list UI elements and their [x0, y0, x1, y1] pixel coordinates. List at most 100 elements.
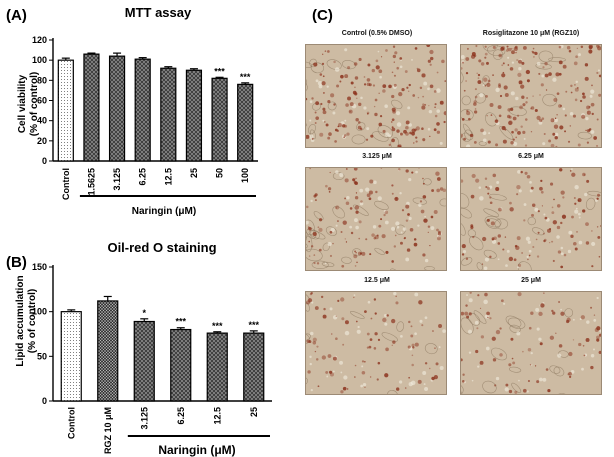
cell-outline: [564, 308, 574, 318]
lipid-droplet: [471, 54, 476, 59]
cell-outline: [482, 45, 498, 52]
lipid-droplet: [466, 315, 469, 319]
lipid-droplet: [396, 66, 399, 70]
lipid-droplet: [539, 94, 541, 96]
lipid-droplet: [355, 210, 359, 214]
lipid-droplet: [401, 209, 405, 212]
lipid-droplet: [368, 190, 373, 195]
lipid-droplet: [489, 201, 493, 205]
lipid-droplet: [381, 234, 386, 239]
lipid-droplet: [516, 193, 519, 196]
cell-highlight: [593, 348, 595, 351]
lipid-droplet: [479, 360, 484, 365]
cell-highlight: [593, 319, 597, 322]
lipid-droplet: [499, 327, 502, 330]
lipid-droplet: [527, 258, 529, 261]
lipid-droplet: [393, 61, 395, 63]
cell-highlight: [330, 227, 335, 233]
lipid-droplet: [490, 221, 495, 226]
lipid-droplet: [341, 264, 345, 268]
lipid-droplet: [370, 317, 373, 320]
lipid-droplet: [579, 99, 583, 103]
lipid-droplet: [534, 108, 538, 113]
lipid-droplet: [333, 60, 336, 64]
micrograph-background: [306, 168, 446, 270]
cell-highlight: [502, 302, 506, 305]
cell-highlight: [536, 61, 541, 66]
lipid-droplet: [310, 245, 314, 248]
cell-outline: [489, 193, 507, 201]
x-tick-label: Control: [61, 168, 71, 200]
lipid-droplet: [501, 46, 506, 51]
cell-outline: [517, 261, 532, 270]
cell-highlight: [539, 377, 543, 382]
lipid-droplet: [512, 138, 515, 141]
cell-outline: [342, 60, 356, 70]
lipid-droplet: [495, 329, 501, 335]
lipid-droplet: [566, 317, 571, 322]
bar: [57, 59, 74, 162]
cell-highlight: [599, 329, 601, 333]
lipid-droplet: [363, 360, 366, 363]
cell-highlight: [560, 308, 562, 311]
cell-highlight: [462, 250, 467, 254]
cell-outline: [483, 208, 500, 217]
lipid-droplet: [556, 225, 561, 230]
lipid-droplet: [581, 114, 586, 119]
lipid-droplet: [438, 324, 443, 328]
lipid-droplet: [353, 296, 355, 299]
cell-highlight: [436, 109, 441, 113]
lipid-droplet: [327, 50, 330, 53]
lipid-droplet: [539, 342, 543, 346]
lipid-droplet: [507, 108, 511, 112]
lipid-droplet: [340, 74, 344, 79]
cell-outline: [377, 125, 393, 139]
lipid-droplet: [315, 116, 319, 120]
lipid-droplet: [548, 139, 552, 143]
micrograph-title: 6.25 μM: [518, 153, 544, 160]
lipid-droplet: [361, 360, 365, 363]
lipid-droplet: [514, 128, 518, 132]
lipid-droplet: [516, 59, 518, 61]
cell-highlight: [483, 266, 488, 270]
cell-outline: [351, 134, 366, 145]
cell-highlight: [339, 360, 343, 365]
lipid-droplet: [353, 168, 358, 171]
lipid-droplet: [482, 236, 487, 242]
lipid-droplet: [386, 314, 389, 317]
lipid-droplet: [427, 225, 431, 228]
lipid-droplet: [551, 206, 554, 209]
lipid-droplet: [523, 219, 526, 222]
micrograph-background: [306, 292, 446, 394]
lipid-droplet: [347, 66, 351, 70]
bar: [170, 328, 192, 402]
lipid-droplet: [408, 90, 410, 92]
cell-outline: [332, 172, 345, 180]
micrograph-panel: (C) Control (0.5% DMSO) Rosiglitazone 10…: [300, 0, 614, 457]
cell-highlight: [596, 296, 599, 300]
lipid-droplet: [557, 250, 562, 254]
cell-outline: [482, 75, 490, 86]
lipid-droplet: [414, 342, 419, 347]
lipid-droplet: [320, 295, 324, 299]
cell-highlight: [478, 186, 482, 189]
lipid-droplet: [560, 221, 563, 225]
lipid-droplet: [590, 306, 593, 309]
cell-outline: [325, 226, 337, 236]
cell-highlight: [418, 203, 422, 207]
lipid-droplet: [337, 299, 340, 302]
lipid-droplet: [570, 91, 573, 94]
cell-highlight: [309, 355, 312, 359]
lipid-droplet: [436, 130, 441, 134]
cell-outline: [306, 377, 308, 385]
lipid-droplet: [509, 67, 514, 71]
lipid-droplet: [527, 379, 530, 383]
lipid-droplet: [591, 112, 594, 116]
lipid-droplet: [487, 79, 491, 83]
lipid-droplet: [564, 130, 566, 133]
lipid-droplet: [480, 128, 484, 133]
lipid-droplet: [443, 111, 446, 116]
cell-highlight: [414, 292, 419, 297]
lipid-droplet: [436, 122, 440, 126]
lipid-droplet: [545, 368, 549, 371]
